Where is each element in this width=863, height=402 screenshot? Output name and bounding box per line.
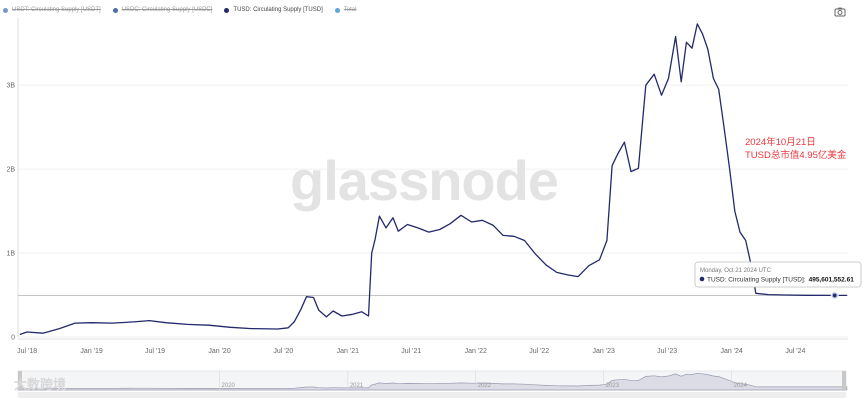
annotation-line-1: 2024年10月21日 — [745, 136, 816, 148]
watermark-text: glassnode — [290, 149, 558, 212]
x-axis-ticks: Jul '18 Jan '19 Jul '19 Jan '20 Jul '20 Jan '… — [17, 348, 805, 355]
x-tick-label-3: Jan '20 — [208, 348, 230, 355]
legend-label-tusd: TUSD: Circulating Supply [TUSD] — [233, 7, 323, 13]
hover-marker — [832, 293, 837, 298]
y-axis-ticks: 0 1B 2B 3B — [6, 83, 15, 342]
x-tick-label-11: Jan '24 — [720, 348, 742, 355]
camera-icon-glyph — [834, 7, 846, 17]
legend-dot-usdc — [112, 7, 118, 13]
legend-dot-tusd — [224, 7, 230, 13]
x-tick-label-0: Jul '18 — [17, 348, 37, 355]
legend-dot-usdt — [3, 7, 8, 13]
x-tick-label-4: Jul '20 — [273, 348, 293, 355]
y-tick-label-1: 1B — [6, 251, 15, 258]
series-layer — [18, 23, 848, 336]
camera-icon[interactable] — [834, 5, 846, 17]
legend-item-total[interactable]: Total — [334, 7, 357, 13]
y-tick-label-0: 0 — [11, 335, 15, 342]
y-tick-label-3: 3B — [6, 83, 15, 90]
navigator-handle-right[interactable] — [842, 371, 846, 390]
navigator[interactable]: 2020 2021 2022 2023 2024 — [16, 370, 848, 398]
y-tick-label-2: 2B — [6, 167, 15, 174]
x-tick-label-7: Jan '22 — [465, 348, 487, 355]
x-tick-label-8: Jul '22 — [529, 348, 549, 355]
legend-label-usdt: USDT: Circulating Supply [USDT] — [12, 7, 101, 13]
brand-watermark: 大数跨境 — [14, 377, 66, 392]
x-tick-label-10: Jul '23 — [657, 348, 677, 355]
x-tick-label-5: Jan '21 — [337, 348, 359, 355]
x-tick-label-12: Jul '24 — [785, 348, 805, 355]
tooltip-value: 495,601,552.61 — [809, 277, 855, 284]
chart-legend: USDT: Circulating Supply [USDT] USDC: Ci… — [3, 2, 368, 18]
tooltip-date: Monday, Oct 21 2024 UTC — [700, 268, 772, 274]
tooltip-row: TUSD: Circulating Supply [TUSD]: 495,601,… — [707, 277, 854, 284]
tooltip-series-marker — [699, 276, 705, 282]
grid-lines — [17, 18, 848, 340]
navigator-label-3: 2023 — [606, 383, 620, 389]
navigator-label-2: 2022 — [478, 383, 492, 389]
legend-dot-total — [334, 7, 340, 13]
navigator-labels: 2020 2021 2022 2023 2024 — [219, 371, 748, 390]
legend-label-usdc: USDC: Circulating Supply [USDC] — [121, 7, 213, 13]
navigator-scrollbar[interactable] — [18, 392, 846, 398]
legend-item-usdc[interactable]: USDC: Circulating Supply [USDC] — [112, 7, 213, 13]
annotation: 2024年10月21日 TUSD总市值4.95亿美金 — [745, 136, 847, 161]
series-line-tusd — [19, 23, 847, 336]
legend-label-total: Total — [343, 7, 357, 13]
tooltip: Monday, Oct 21 2024 UTC TUSD: Circulatin… — [694, 261, 862, 288]
navigator-series — [16, 372, 848, 391]
x-tick-label-1: Jan '19 — [80, 348, 102, 355]
legend-item-usdt[interactable]: USDT: Circulating Supply [USDT] — [3, 7, 101, 13]
x-tick-label-2: Jul '19 — [145, 348, 165, 355]
navigator-label-4: 2024 — [734, 383, 748, 389]
navigator-label-0: 2020 — [222, 383, 236, 389]
legend-item-tusd[interactable]: TUSD: Circulating Supply [TUSD] — [224, 7, 323, 13]
annotation-line-2: TUSD总市值4.95亿美金 — [745, 149, 847, 161]
x-tick-label-6: Jul '21 — [401, 348, 421, 355]
navigator-label-1: 2021 — [350, 383, 364, 389]
x-tick-label-9: Jan '23 — [593, 348, 615, 355]
tooltip-box — [694, 261, 862, 288]
navigator-handle-left[interactable] — [18, 371, 22, 390]
tooltip-series-name: TUSD: Circulating Supply [TUSD]: — [707, 277, 806, 284]
